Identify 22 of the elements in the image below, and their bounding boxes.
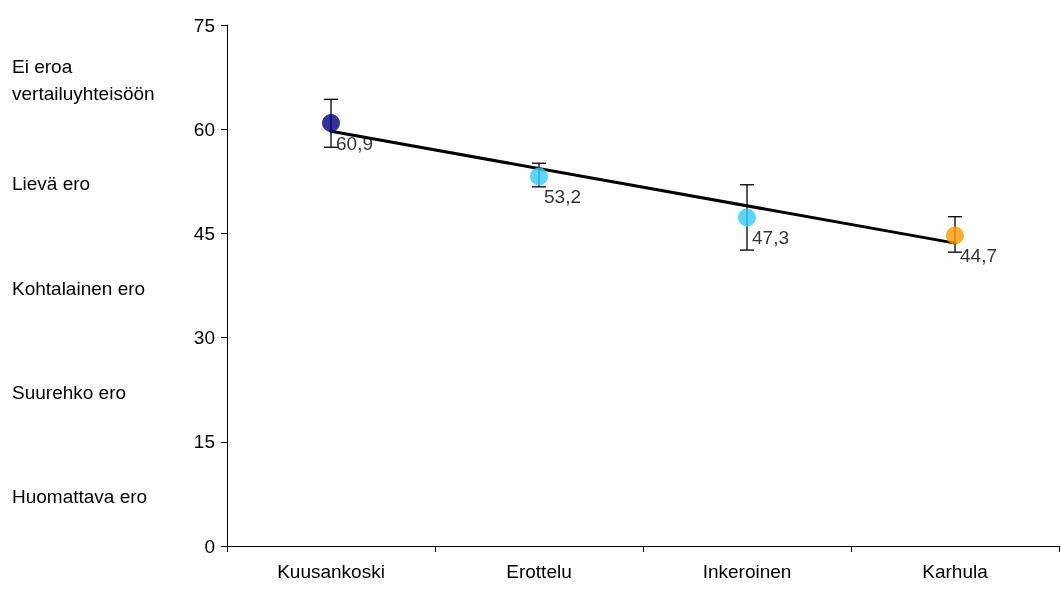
y-tick-label: 45 [193,222,215,244]
point [322,113,340,132]
text: Suurehko ero [12,381,127,403]
y-tick-label: 60 [193,118,215,140]
y-tick-label: 30 [193,327,215,349]
x-tick-label: Inkeroinen [702,561,792,582]
y-tick-label: 15 [193,431,215,453]
text: Ei eroa vertailuyhteisöön [12,56,155,105]
point [530,167,548,186]
x-tick-label: Kuusankoski [277,561,385,582]
point [738,208,756,227]
data-label: 44,7 [960,245,997,267]
data-label: 53,2 [544,186,581,208]
text: Huomattava ero [12,485,148,507]
y-tick-label: 0 [204,535,215,557]
text: Lievä ero [12,173,91,195]
point [946,226,964,245]
data-label: 47,3 [752,227,789,249]
text: Kohtalainen ero [12,277,146,299]
x-tick-label: Karhula [922,561,989,582]
y-tick-label: 75 [193,14,215,36]
x-tick-label: Erottelu [506,561,572,582]
